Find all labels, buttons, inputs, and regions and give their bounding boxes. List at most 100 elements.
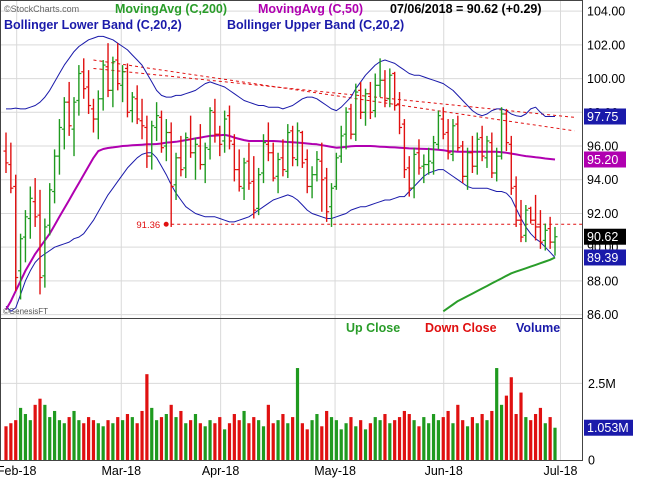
price-bar: [18, 233, 24, 300]
price-bar: [455, 115, 461, 152]
legend-ma50: MovingAvg (C,50): [258, 2, 363, 16]
volume-bar: [417, 426, 421, 460]
price-bar: [149, 120, 155, 170]
price-bar: [90, 98, 96, 133]
price-tick-label: 94.00: [587, 173, 618, 187]
price-value-text: 89.39: [587, 251, 618, 265]
volume-bar: [461, 420, 465, 460]
volume-bar: [373, 417, 377, 460]
price-bar: [207, 107, 213, 160]
price-bar: [100, 60, 106, 111]
volume-bar: [543, 423, 547, 460]
volume-bar: [101, 426, 105, 460]
volume-bar: [184, 423, 188, 460]
price-bar: [392, 71, 398, 111]
volume-bar: [470, 417, 475, 460]
indicators: [5, 35, 556, 313]
watermark: ©GenesisFT: [3, 307, 48, 316]
volume-bar: [490, 410, 494, 460]
price-bar: [537, 210, 543, 249]
volume-bar: [18, 407, 23, 460]
price-bar: [411, 147, 417, 199]
volume-bar: [208, 420, 212, 460]
volume-bar: [553, 427, 557, 460]
price-bar: [528, 206, 534, 224]
price-bar: [22, 210, 28, 263]
volume-bar: [339, 429, 343, 460]
price-bar: [158, 110, 164, 153]
price-tick-label: 100.00: [587, 72, 625, 86]
volume-bar: [509, 377, 513, 460]
volume-bar: [82, 423, 86, 460]
volume-bar: [325, 410, 329, 460]
legend-bb-lower: Bollinger Lower Band (C,20,2): [4, 18, 182, 32]
volume-bar: [96, 423, 100, 460]
volume-bar: [480, 414, 484, 460]
price-bar: [518, 199, 524, 243]
price-bar: [134, 85, 140, 125]
volume-bar: [446, 410, 450, 460]
volume-bar: [116, 417, 120, 460]
price-bar: [401, 119, 407, 179]
price-value-text: 90.62: [587, 230, 618, 244]
price-bar: [319, 142, 325, 212]
volume-bar: [189, 420, 193, 460]
value-labels: 97.75 95.20 90.62 89.39 1.053M: [584, 108, 633, 436]
volume-bar: [261, 426, 266, 460]
price-bar: [484, 135, 490, 168]
volume-bar: [52, 410, 57, 460]
price-bar: [8, 142, 14, 194]
price-bar: [3, 132, 9, 173]
volume-bar: [431, 414, 436, 460]
volume-bar: [150, 407, 154, 460]
price-bar: [37, 189, 43, 295]
volume-bar: [354, 426, 358, 460]
volume-bar: [451, 423, 455, 460]
price-tick-label: 92.00: [587, 207, 618, 221]
price-bar: [295, 122, 301, 167]
price-bar: [445, 119, 451, 160]
price-tick-label: 102.00: [587, 38, 625, 52]
volume-bar: [242, 410, 246, 460]
volume-bar: [57, 420, 62, 460]
price-bar: [440, 107, 446, 140]
volume-bar: [422, 417, 426, 460]
volume-bar: [4, 426, 8, 460]
price-bar: [236, 149, 242, 192]
price-bar: [212, 98, 218, 143]
price-bar: [494, 147, 500, 182]
price-bar: [299, 130, 305, 168]
price-bar: [139, 98, 145, 140]
price-bar: [290, 125, 296, 167]
volume-bar: [72, 410, 76, 460]
support-label: 91.36: [136, 220, 160, 231]
price-bar: [503, 108, 509, 152]
price-bar: [435, 110, 441, 150]
price-bar: [251, 156, 257, 219]
price-value-text: 97.75: [587, 110, 618, 124]
price-bar: [222, 110, 228, 153]
volume-bar: [91, 420, 96, 460]
volume-bar: [407, 414, 411, 460]
volume-value-box: [584, 419, 633, 436]
volume-bar: [363, 429, 368, 460]
volume-bar: [252, 417, 256, 460]
legend-bb-upper: Bollinger Upper Band (C,20,2): [227, 18, 404, 32]
x-tick-label: May-18: [314, 464, 356, 478]
volume-bar: [164, 414, 168, 460]
price-bar: [226, 105, 232, 150]
x-tick-label: Feb-18: [0, 464, 37, 478]
price-bar: [241, 157, 247, 200]
volume-bar: [529, 420, 533, 460]
x-axis: Feb-18 Mar-18 Apr-18 May-18 Jun-18 Jul-18: [0, 464, 578, 478]
price-bar: [129, 92, 135, 123]
volume-bar: [223, 429, 227, 460]
price-bar: [76, 65, 82, 116]
price-bar: [192, 137, 198, 180]
bollinger-lower-band: [5, 152, 556, 312]
price-bar: [42, 218, 48, 288]
price-bar: [324, 167, 330, 222]
price-bar: [387, 68, 393, 108]
price-bar: [421, 154, 427, 184]
